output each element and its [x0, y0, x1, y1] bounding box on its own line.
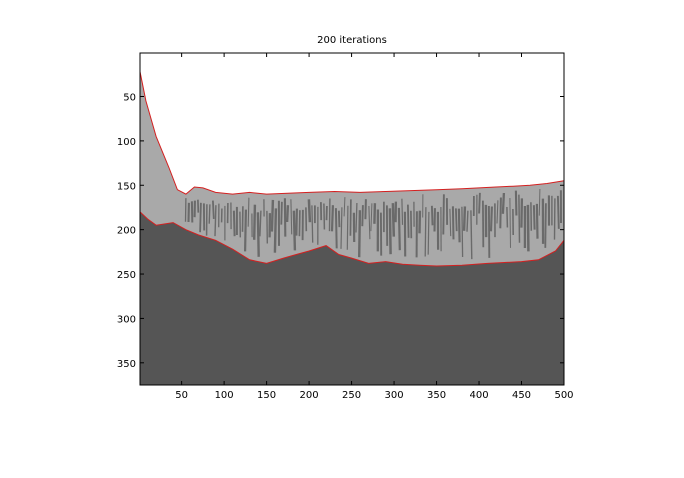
texture-streak	[496, 200, 499, 224]
texture-streak	[544, 203, 547, 248]
x-tick-label: 500	[554, 390, 573, 401]
texture-streak	[358, 210, 362, 258]
texture-streak	[373, 203, 377, 224]
texture-streaks	[184, 188, 562, 260]
texture-streak	[509, 197, 511, 248]
texture-streak	[520, 198, 524, 228]
texture-streak	[538, 188, 541, 216]
texture-streak	[364, 199, 367, 220]
texture-streak	[461, 206, 464, 258]
y-tick-label: 150	[117, 181, 136, 192]
texture-streak	[430, 205, 434, 226]
texture-streak	[259, 210, 262, 237]
texture-streak	[334, 208, 338, 249]
texture-streak	[343, 197, 346, 217]
texture-streak	[247, 197, 250, 227]
texture-streak	[424, 207, 427, 257]
texture-streak	[451, 206, 455, 240]
texture-streak	[270, 199, 275, 232]
texture-streak	[535, 203, 539, 239]
x-tick-label: 200	[300, 390, 319, 401]
bottom-contour-line	[139, 211, 565, 267]
texture-streak	[214, 205, 217, 237]
texture-streak	[370, 203, 373, 232]
texture-streak	[501, 192, 506, 214]
texture-streak	[285, 205, 290, 223]
texture-streak	[311, 205, 314, 243]
x-tick-label: 400	[469, 390, 488, 401]
y-tick-label: 350	[117, 359, 136, 370]
y-tick-label: 300	[117, 314, 136, 325]
x-tick-label: 150	[257, 390, 276, 401]
texture-streak	[323, 203, 326, 230]
texture-streak	[244, 209, 247, 252]
texture-streak	[340, 207, 343, 249]
texture-streak	[489, 206, 493, 232]
texture-streak	[499, 197, 502, 229]
texture-streak	[391, 203, 396, 237]
texture-streak	[455, 208, 458, 232]
texture-streak	[407, 204, 410, 238]
texture-streak	[401, 198, 404, 225]
texture-streak	[349, 199, 352, 236]
texture-streak	[273, 208, 278, 253]
texture-streak	[526, 204, 530, 252]
x-axis: 50 100 150 200 250 300 350 400 450 500	[175, 53, 574, 401]
top-contour-line	[139, 71, 565, 195]
texture-streak	[212, 200, 215, 219]
y-tick-label: 50	[123, 92, 136, 103]
texture-streak	[361, 205, 364, 227]
texture-streak	[307, 199, 312, 223]
texture-streak	[280, 201, 283, 225]
texture-streak	[462, 206, 467, 231]
texture-streak	[355, 202, 358, 233]
y-axis: 50 100 150 200 250 300 350	[117, 92, 564, 370]
texture-streak	[298, 210, 301, 237]
texture-streak	[253, 204, 257, 240]
texture-streak	[457, 208, 461, 243]
texture-streak	[397, 207, 401, 251]
x-tick-label: 450	[512, 390, 531, 401]
x-tick-label: 250	[342, 390, 361, 401]
texture-streak	[449, 208, 452, 237]
plot-title: 200 iterations	[317, 35, 387, 46]
texture-streak	[292, 210, 297, 251]
texture-streak	[232, 210, 236, 237]
texture-streak	[466, 210, 469, 232]
texture-streak	[532, 205, 536, 230]
texture-streak	[337, 210, 341, 228]
texture-streak	[470, 210, 473, 260]
y-tick-label: 100	[117, 137, 136, 148]
texture-streak	[427, 211, 430, 255]
texture-streak	[368, 205, 371, 240]
texture-streak	[556, 195, 560, 229]
texture-streak	[256, 212, 260, 257]
texture-streak	[330, 205, 334, 232]
texture-streak	[506, 206, 509, 228]
x-tick-label: 300	[385, 390, 404, 401]
y-tick-label: 250	[117, 270, 136, 281]
texture-streak	[518, 194, 521, 243]
texture-streak	[199, 202, 202, 233]
texture-streak	[478, 192, 481, 214]
texture-streak	[514, 190, 518, 216]
texture-streak	[388, 208, 392, 255]
x-tick-label: 50	[175, 390, 188, 401]
texture-streak	[208, 204, 211, 224]
texture-streak	[295, 208, 298, 236]
texture-streak	[290, 199, 293, 235]
x-tick-label: 100	[215, 390, 234, 401]
texture-streak	[442, 194, 445, 235]
y-tick-label: 200	[117, 226, 136, 237]
texture-streak	[346, 205, 349, 250]
x-tick-label: 350	[427, 390, 446, 401]
